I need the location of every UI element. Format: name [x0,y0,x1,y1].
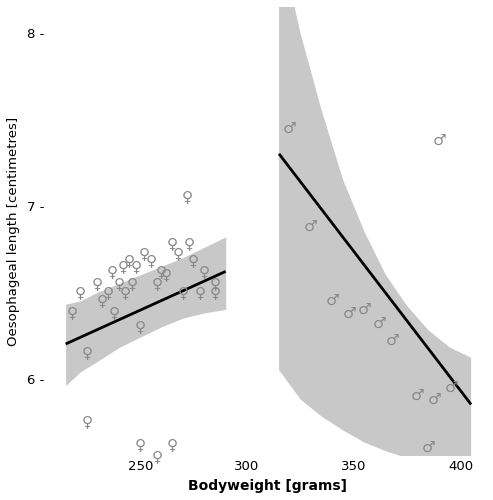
Text: ♂: ♂ [422,440,435,455]
Text: ♂: ♂ [283,120,296,136]
Text: ♀: ♀ [120,284,131,300]
Text: ♀: ♀ [96,294,107,308]
Text: ♂: ♂ [411,388,424,404]
Text: ♀: ♀ [131,258,141,274]
Text: ♀: ♀ [139,246,150,262]
Text: ♂: ♂ [432,132,446,148]
Text: ♀: ♀ [124,254,135,268]
Text: ♀: ♀ [145,254,157,268]
Text: ♂: ♂ [325,294,339,308]
Text: ♀: ♀ [152,276,163,291]
Text: ♀: ♀ [182,190,193,204]
Text: ♀: ♀ [173,246,184,262]
Text: ♂: ♂ [343,306,356,320]
Text: ♂: ♂ [386,333,399,348]
Text: ♀: ♀ [92,276,103,291]
Text: ♀: ♀ [210,284,220,300]
Text: ♀: ♀ [160,268,172,282]
Text: ♀: ♀ [75,284,86,300]
Text: ♀: ♀ [135,319,146,334]
Y-axis label: Oesophageal length [centimetres]: Oesophageal length [centimetres] [7,117,20,346]
Text: ♀: ♀ [103,284,114,300]
Text: ♀: ♀ [67,306,77,320]
Text: ♂: ♂ [304,219,318,234]
Text: ♀: ♀ [210,276,220,291]
Text: ♀: ♀ [109,306,120,320]
Text: ♀: ♀ [107,264,118,279]
Text: ♀: ♀ [177,284,188,300]
Text: ♀: ♀ [113,276,125,291]
X-axis label: Bodyweight [grams]: Bodyweight [grams] [188,479,347,493]
Text: ♀: ♀ [81,345,93,360]
Text: ♀: ♀ [188,254,199,268]
Text: ♀: ♀ [195,284,206,300]
Text: ♂: ♂ [373,316,386,330]
Text: ♀: ♀ [199,264,210,279]
Text: ♂: ♂ [445,380,458,394]
Text: ♀: ♀ [156,264,167,279]
Text: ♂: ♂ [428,392,442,407]
Text: ♀: ♀ [167,436,178,452]
Text: ♀: ♀ [118,258,129,274]
Text: ♀: ♀ [135,436,146,452]
Text: ♀: ♀ [152,449,163,464]
Text: ♂: ♂ [357,302,371,317]
Text: ♀: ♀ [167,236,178,251]
Text: ♀: ♀ [81,414,93,430]
Text: ♀: ♀ [184,236,195,251]
Text: ♀: ♀ [126,276,138,291]
